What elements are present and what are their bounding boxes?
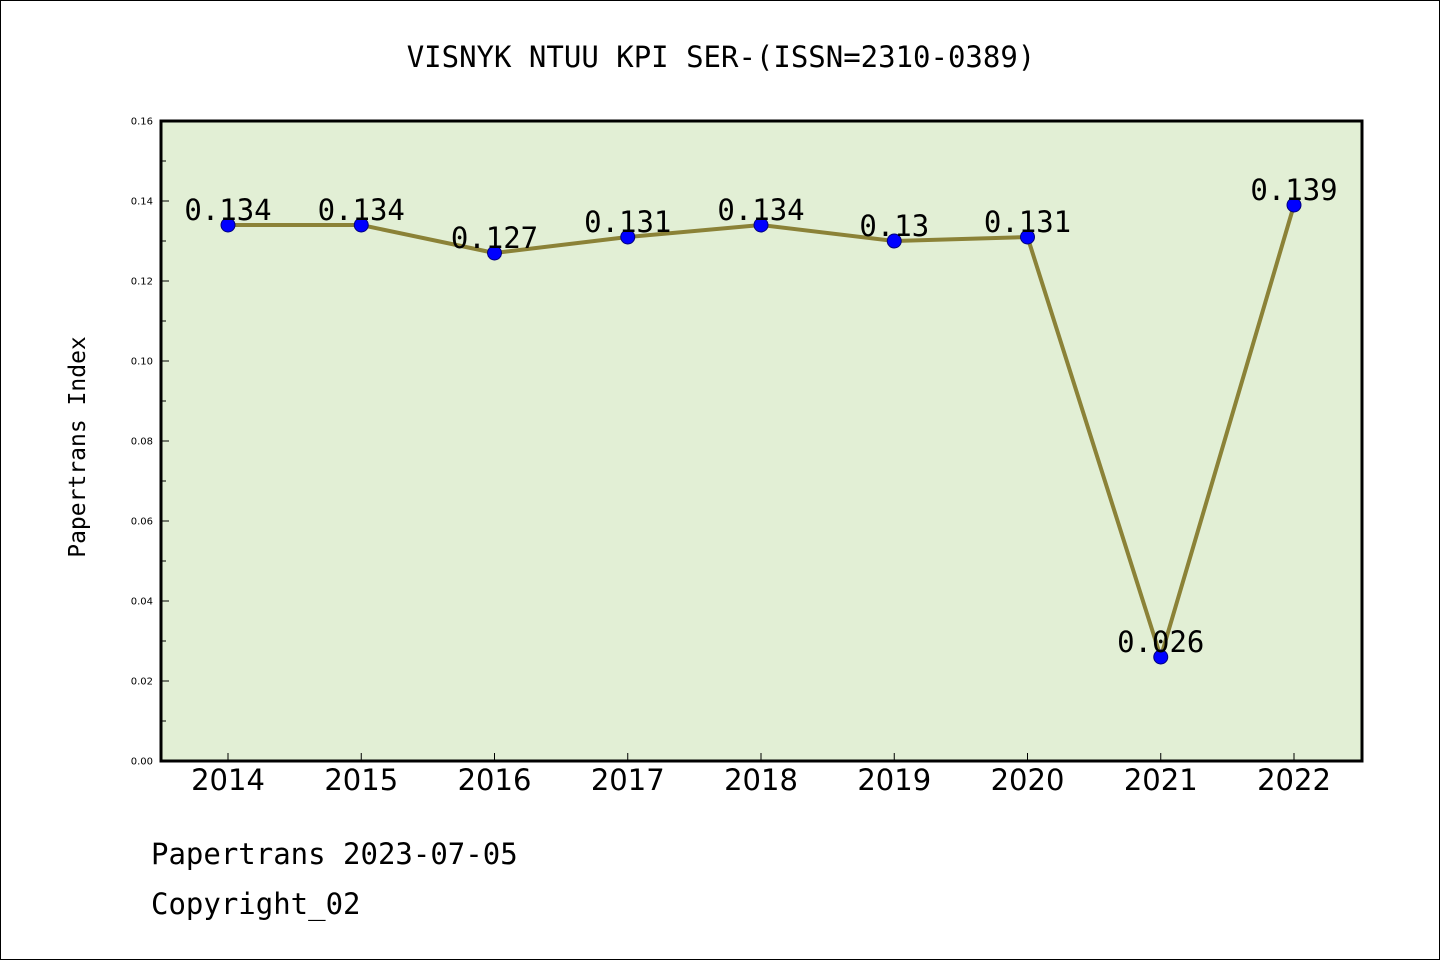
- x-tick-label: 2018: [724, 763, 798, 797]
- chart-title: VISNYK NTUU KPI SER-(ISSN=2310-0389): [407, 40, 1036, 74]
- x-tick-label: 2021: [1124, 763, 1198, 797]
- y-tick-label: 0.04: [131, 597, 153, 608]
- x-tick-label: 2020: [991, 763, 1065, 797]
- x-tick-label: 2014: [191, 763, 265, 797]
- data-point: [353, 217, 369, 233]
- y-tick-label: 0.12: [131, 277, 153, 288]
- data-label: 0.131: [584, 205, 671, 239]
- y-tick-label: 0.02: [131, 677, 153, 688]
- data-label: 0.134: [318, 193, 405, 227]
- data-points: [220, 197, 1302, 665]
- x-tick-label: 2015: [324, 763, 398, 797]
- data-point: [220, 217, 236, 233]
- x-tick-label: 2016: [458, 763, 532, 797]
- y-tick-label: 0.14: [131, 197, 153, 208]
- x-axis-ticks: 2014 2015 2016 2017 2018 2019 2020 2021 2022: [191, 753, 1331, 797]
- data-label: 0.134: [717, 193, 804, 227]
- y-tick-label: 0.06: [131, 517, 153, 528]
- y-axis-label: Papertrans Index: [65, 336, 91, 558]
- data-point: [886, 233, 902, 249]
- data-point: [1286, 197, 1302, 213]
- data-labels: 0.134 0.134 0.127 0.131 0.134 0.13 0.131 0.026 0…: [184, 173, 1337, 659]
- plot-border: [159, 119, 1364, 763]
- data-label: 0.127: [451, 221, 538, 255]
- footer-copyright: Copyright_02: [151, 887, 361, 921]
- data-point: [620, 229, 636, 245]
- x-tick-label: 2022: [1257, 763, 1331, 797]
- data-point: [1153, 649, 1169, 665]
- footer-date: Papertrans 2023-07-05: [151, 837, 518, 871]
- y-tick-label: 0.16: [131, 117, 153, 128]
- data-point: [1020, 229, 1035, 245]
- data-label: 0.13: [859, 209, 929, 243]
- data-point: [753, 217, 769, 233]
- y-tick-label: 0.08: [131, 437, 153, 448]
- data-label: 0.131: [984, 205, 1071, 239]
- y-tick-label: 0.10: [131, 357, 153, 368]
- y-tick-label: 0.00: [131, 757, 153, 768]
- data-label: 0.139: [1250, 173, 1337, 207]
- x-tick-label: 2019: [857, 763, 931, 797]
- data-label: 0.026: [1117, 625, 1204, 659]
- data-label: 0.134: [184, 193, 271, 227]
- data-point: [487, 245, 502, 261]
- x-tick-label: 2017: [591, 763, 665, 797]
